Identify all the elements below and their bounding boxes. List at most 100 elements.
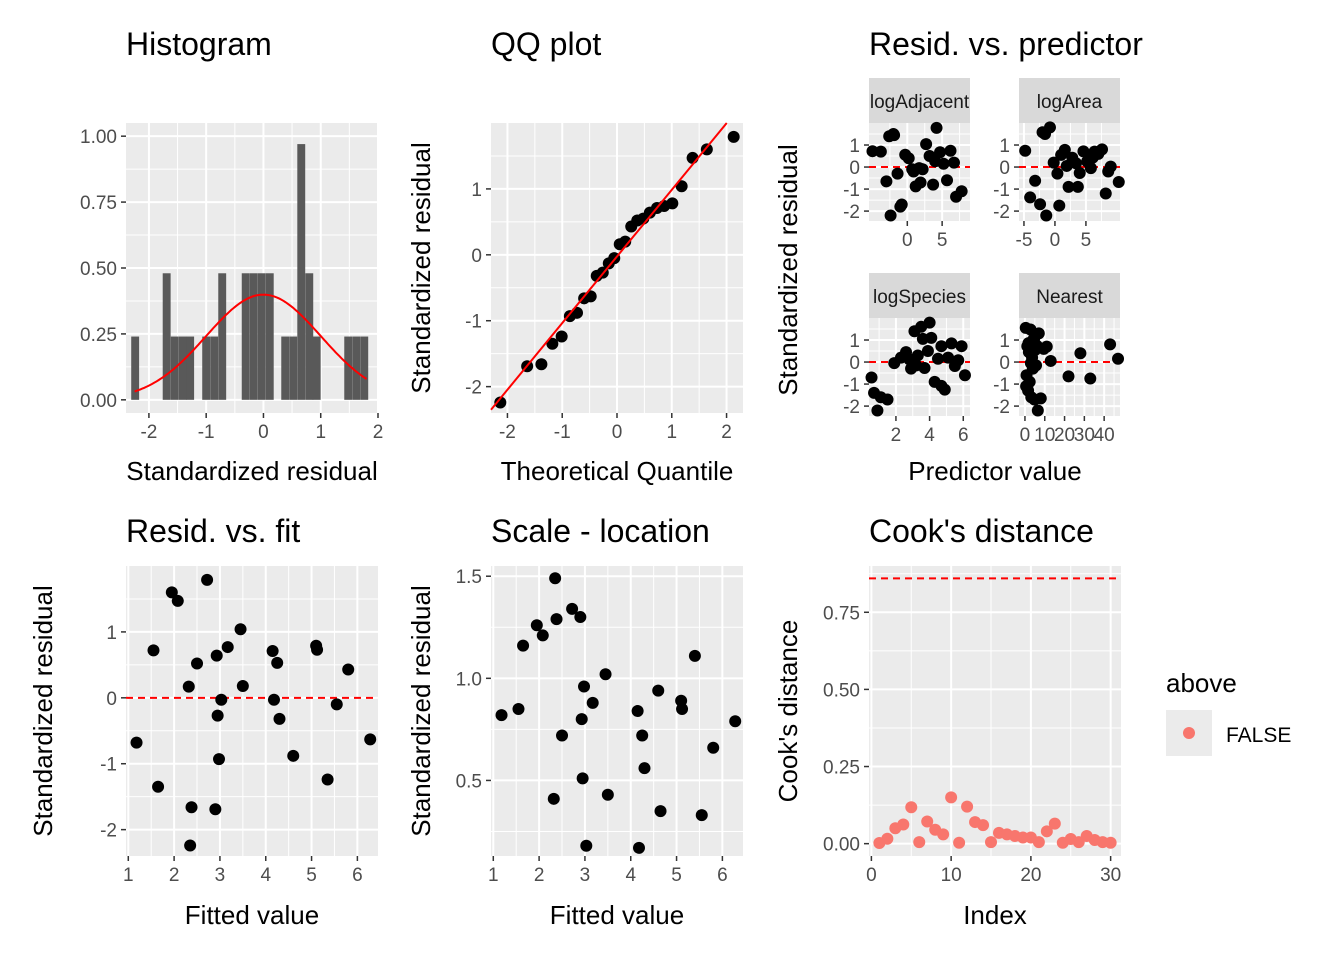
- data-point: [654, 805, 667, 818]
- data-point: [1024, 191, 1037, 204]
- data-point: [927, 178, 940, 191]
- data-point: [952, 354, 965, 367]
- data-point: [185, 801, 198, 814]
- x-axis-title: Predictor value: [908, 456, 1081, 486]
- data-point: [566, 602, 579, 615]
- data-point: [601, 788, 614, 801]
- data-point: [130, 736, 143, 749]
- data-point: [546, 337, 559, 350]
- data-point: [1034, 392, 1047, 405]
- x-tick-label: 5: [671, 865, 682, 886]
- data-point: [729, 715, 742, 728]
- histogram-bar: [360, 336, 369, 400]
- data-point: [535, 358, 548, 371]
- x-tick-label: 5: [306, 865, 317, 886]
- x-tick-label: 30: [1100, 865, 1121, 886]
- histogram-bar: [202, 336, 211, 400]
- panel-title: Histogram: [126, 26, 272, 62]
- cooks-distance-panel: 0 10 20 30 0.00 0.25 0.50 0.75 Cook's distance In…: [773, 513, 1121, 930]
- y-tick-label: 1: [999, 136, 1010, 157]
- data-point: [932, 352, 945, 365]
- panel-title: Resid. vs. predictor: [869, 26, 1143, 62]
- data-point: [934, 146, 947, 159]
- y-tick-label: -2: [993, 397, 1010, 418]
- y-tick-label: 0.00: [80, 391, 117, 412]
- facet-strip-label: Nearest: [1036, 287, 1103, 308]
- data-point: [571, 306, 584, 319]
- data-point: [1073, 166, 1086, 179]
- data-point: [1029, 174, 1042, 187]
- y-tick-label: -1: [993, 180, 1010, 201]
- data-point: [182, 680, 195, 693]
- facet-strip: [869, 273, 970, 318]
- legend-point: [1183, 727, 1195, 739]
- data-point: [929, 155, 942, 168]
- data-point: [1048, 817, 1061, 830]
- facet-strip: [869, 78, 970, 123]
- data-point: [536, 629, 549, 642]
- y-tick-label: -1: [465, 312, 482, 333]
- x-axis-title: Theoretical Quantile: [501, 456, 734, 486]
- x-tick-label: 4: [625, 865, 636, 886]
- data-point: [330, 698, 343, 711]
- data-point: [1028, 333, 1041, 346]
- legend: above FALSE: [1166, 668, 1291, 756]
- data-point: [209, 803, 222, 816]
- facet-logSpecies: logSpecies 2 4 6 -2-101: [843, 273, 971, 446]
- data-point: [171, 594, 184, 607]
- data-point: [530, 619, 543, 632]
- data-point: [1062, 180, 1075, 193]
- y-tick-label: 0: [999, 353, 1010, 374]
- y-tick-label: 1.00: [80, 127, 117, 148]
- data-point: [1031, 404, 1044, 417]
- y-tick-label: 0: [106, 689, 117, 710]
- x-tick-label: 20: [1020, 865, 1041, 886]
- histogram-bar: [297, 144, 306, 400]
- data-point: [961, 800, 974, 813]
- data-point: [1044, 354, 1057, 367]
- data-point: [636, 729, 649, 742]
- panel-title: Scale - location: [491, 513, 710, 549]
- y-tick-label: 0.25: [823, 758, 860, 779]
- histogram-bar: [265, 273, 274, 400]
- facet-strip-label: logArea: [1037, 92, 1103, 113]
- data-point: [894, 200, 907, 213]
- y-tick-label: -2: [843, 202, 860, 223]
- data-point: [619, 235, 632, 248]
- histogram-bar: [352, 336, 361, 400]
- data-point: [638, 762, 651, 775]
- x-tick-label: 0: [866, 865, 877, 886]
- data-point: [897, 818, 910, 831]
- data-point: [1060, 159, 1073, 172]
- data-point: [941, 174, 954, 187]
- histogram-bar: [289, 336, 298, 400]
- histogram-bar: [241, 273, 250, 400]
- y-tick-label: 1: [849, 136, 860, 157]
- data-point: [913, 836, 926, 849]
- data-point: [916, 163, 929, 176]
- data-point: [1112, 176, 1125, 189]
- x-tick-label: 6: [958, 425, 969, 446]
- x-axis-title: Fitted value: [550, 900, 684, 930]
- data-point: [211, 709, 224, 722]
- y-tick-label: -2: [993, 202, 1010, 223]
- data-point: [1034, 198, 1047, 211]
- y-tick-label: -1: [843, 180, 860, 201]
- y-tick-label: 1: [849, 331, 860, 352]
- y-axis-title: Standardized residual: [406, 142, 436, 394]
- data-point: [1040, 209, 1053, 222]
- data-point: [267, 693, 280, 706]
- x-tick-label: 6: [717, 865, 728, 886]
- data-point: [1102, 165, 1115, 178]
- histogram-bar: [281, 336, 290, 400]
- y-axis-title: Standardized residual: [773, 144, 803, 396]
- data-point: [221, 641, 234, 654]
- x-tick-label: 30: [1074, 425, 1095, 446]
- data-point: [495, 709, 508, 722]
- data-point: [1084, 372, 1097, 385]
- data-point: [1024, 357, 1037, 370]
- data-point: [210, 649, 223, 662]
- histogram-panel: -2 -1 0 1 2 0.00 0.25 0.50 0.75 1.00 Histogram Stan…: [80, 26, 383, 486]
- x-tick-label: 10: [941, 865, 962, 886]
